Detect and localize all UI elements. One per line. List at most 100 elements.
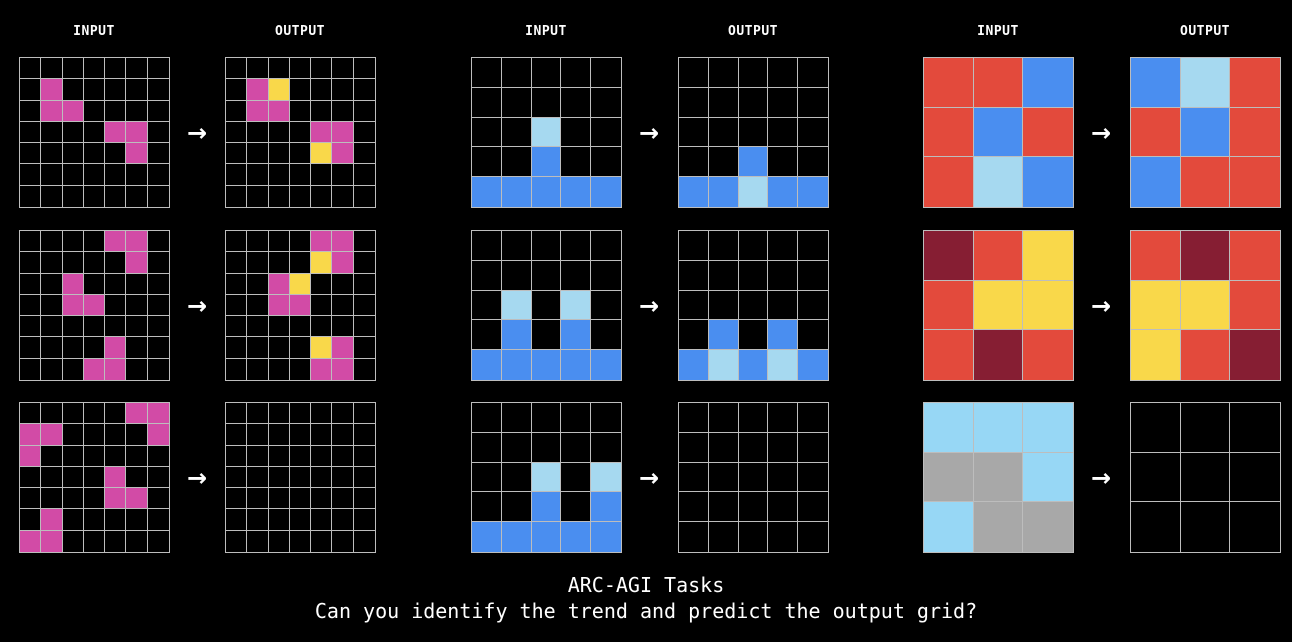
grid-cell: [83, 185, 106, 207]
grid-cell: [1023, 107, 1073, 158]
grid-cell: [41, 231, 63, 253]
grid-cell: [289, 445, 312, 467]
grid-cell: [472, 58, 502, 88]
grid-cell: [311, 488, 333, 510]
grid-cell: [798, 87, 828, 118]
grid-cell: [1023, 58, 1073, 108]
grid-cell: [472, 350, 502, 380]
grid-cell: [561, 432, 592, 463]
grid-cell: [20, 121, 42, 144]
grid-cell: [268, 337, 290, 359]
task-3-example-3-input-grid: [923, 402, 1074, 553]
grid-cell: [768, 462, 799, 493]
grid-cell: [289, 530, 312, 552]
grid-cell: [41, 403, 63, 425]
grid-cell: [62, 58, 84, 80]
grid-cell: [311, 509, 333, 531]
grid-cell: [924, 157, 974, 207]
grid-cell: [289, 100, 312, 122]
grid-cell: [591, 147, 621, 178]
grid-cell: [20, 316, 42, 338]
grid-cell: [247, 164, 269, 186]
grid-cell: [20, 337, 42, 359]
grid-cell: [501, 87, 532, 118]
grid-cell: [708, 87, 739, 118]
grid-cell: [353, 530, 375, 552]
grid-cell: [105, 185, 127, 207]
grid-cell: [268, 185, 290, 207]
grid-cell: [332, 252, 354, 274]
grid-cell: [247, 252, 269, 274]
grid-cell: [1230, 107, 1280, 158]
grid-cell: [738, 350, 769, 380]
grid-cell: [289, 164, 312, 186]
grid-cell: [501, 231, 532, 261]
grid-cell: [591, 260, 621, 291]
grid-cell: [41, 58, 63, 80]
grid-cell: [20, 466, 42, 489]
grid-cell: [41, 358, 63, 380]
grid-cell: [798, 147, 828, 178]
grid-cell: [501, 290, 532, 321]
grid-cell: [708, 522, 739, 552]
grid-cell: [924, 452, 974, 503]
grid-cell: [289, 231, 312, 253]
grid-cell: [1230, 452, 1280, 503]
grid-cell: [531, 432, 562, 463]
grid-cell: [1180, 107, 1231, 158]
grid-cell: [924, 330, 974, 380]
grid-cell: [531, 177, 562, 207]
grid-cell: [591, 177, 621, 207]
grid-cell: [332, 58, 354, 80]
grid-cell: [798, 522, 828, 552]
grid-cell: [83, 143, 106, 165]
grid-cell: [226, 509, 248, 531]
grid-cell: [126, 143, 148, 165]
grid-cell: [41, 100, 63, 122]
grid-cell: [105, 294, 127, 317]
grid-cell: [126, 121, 148, 144]
grid-cell: [472, 290, 502, 321]
grid-cell: [247, 358, 269, 380]
grid-cell: [531, 117, 562, 148]
grid-cell: [289, 273, 312, 295]
grid-cell: [41, 445, 63, 467]
grid-cell: [20, 403, 42, 425]
grid-cell: [708, 260, 739, 291]
grid-cell: [798, 403, 828, 433]
grid-cell: [501, 350, 532, 380]
grid-cell: [226, 143, 248, 165]
grid-cell: [226, 316, 248, 338]
grid-cell: [289, 316, 312, 338]
grid-cell: [332, 143, 354, 165]
grid-cell: [1230, 502, 1280, 552]
grid-cell: [268, 121, 290, 144]
grid-cell: [247, 185, 269, 207]
grid-cell: [62, 231, 84, 253]
grid-cell: [1180, 403, 1231, 453]
grid-cell: [62, 509, 84, 531]
grid-cell: [226, 294, 248, 317]
task-1-example-1-output-grid: [225, 57, 376, 208]
grid-cell: [591, 320, 621, 351]
grid-cell: [332, 530, 354, 552]
grid-cell: [83, 445, 106, 467]
task-2-output-header: OUTPUT: [728, 24, 778, 39]
grid-cell: [738, 231, 769, 261]
grid-cell: [1023, 330, 1073, 380]
grid-cell: [679, 87, 709, 118]
grid-cell: [679, 522, 709, 552]
grid-cell: [708, 147, 739, 178]
grid-cell: [501, 58, 532, 88]
grid-cell: [147, 79, 169, 101]
grid-cell: [62, 164, 84, 186]
grid-cell: [20, 509, 42, 531]
grid-cell: [531, 462, 562, 493]
grid-cell: [1131, 330, 1181, 380]
grid-cell: [768, 290, 799, 321]
grid-cell: [126, 337, 148, 359]
grid-cell: [226, 100, 248, 122]
grid-cell: [41, 185, 63, 207]
grid-cell: [311, 164, 333, 186]
grid-cell: [147, 143, 169, 165]
